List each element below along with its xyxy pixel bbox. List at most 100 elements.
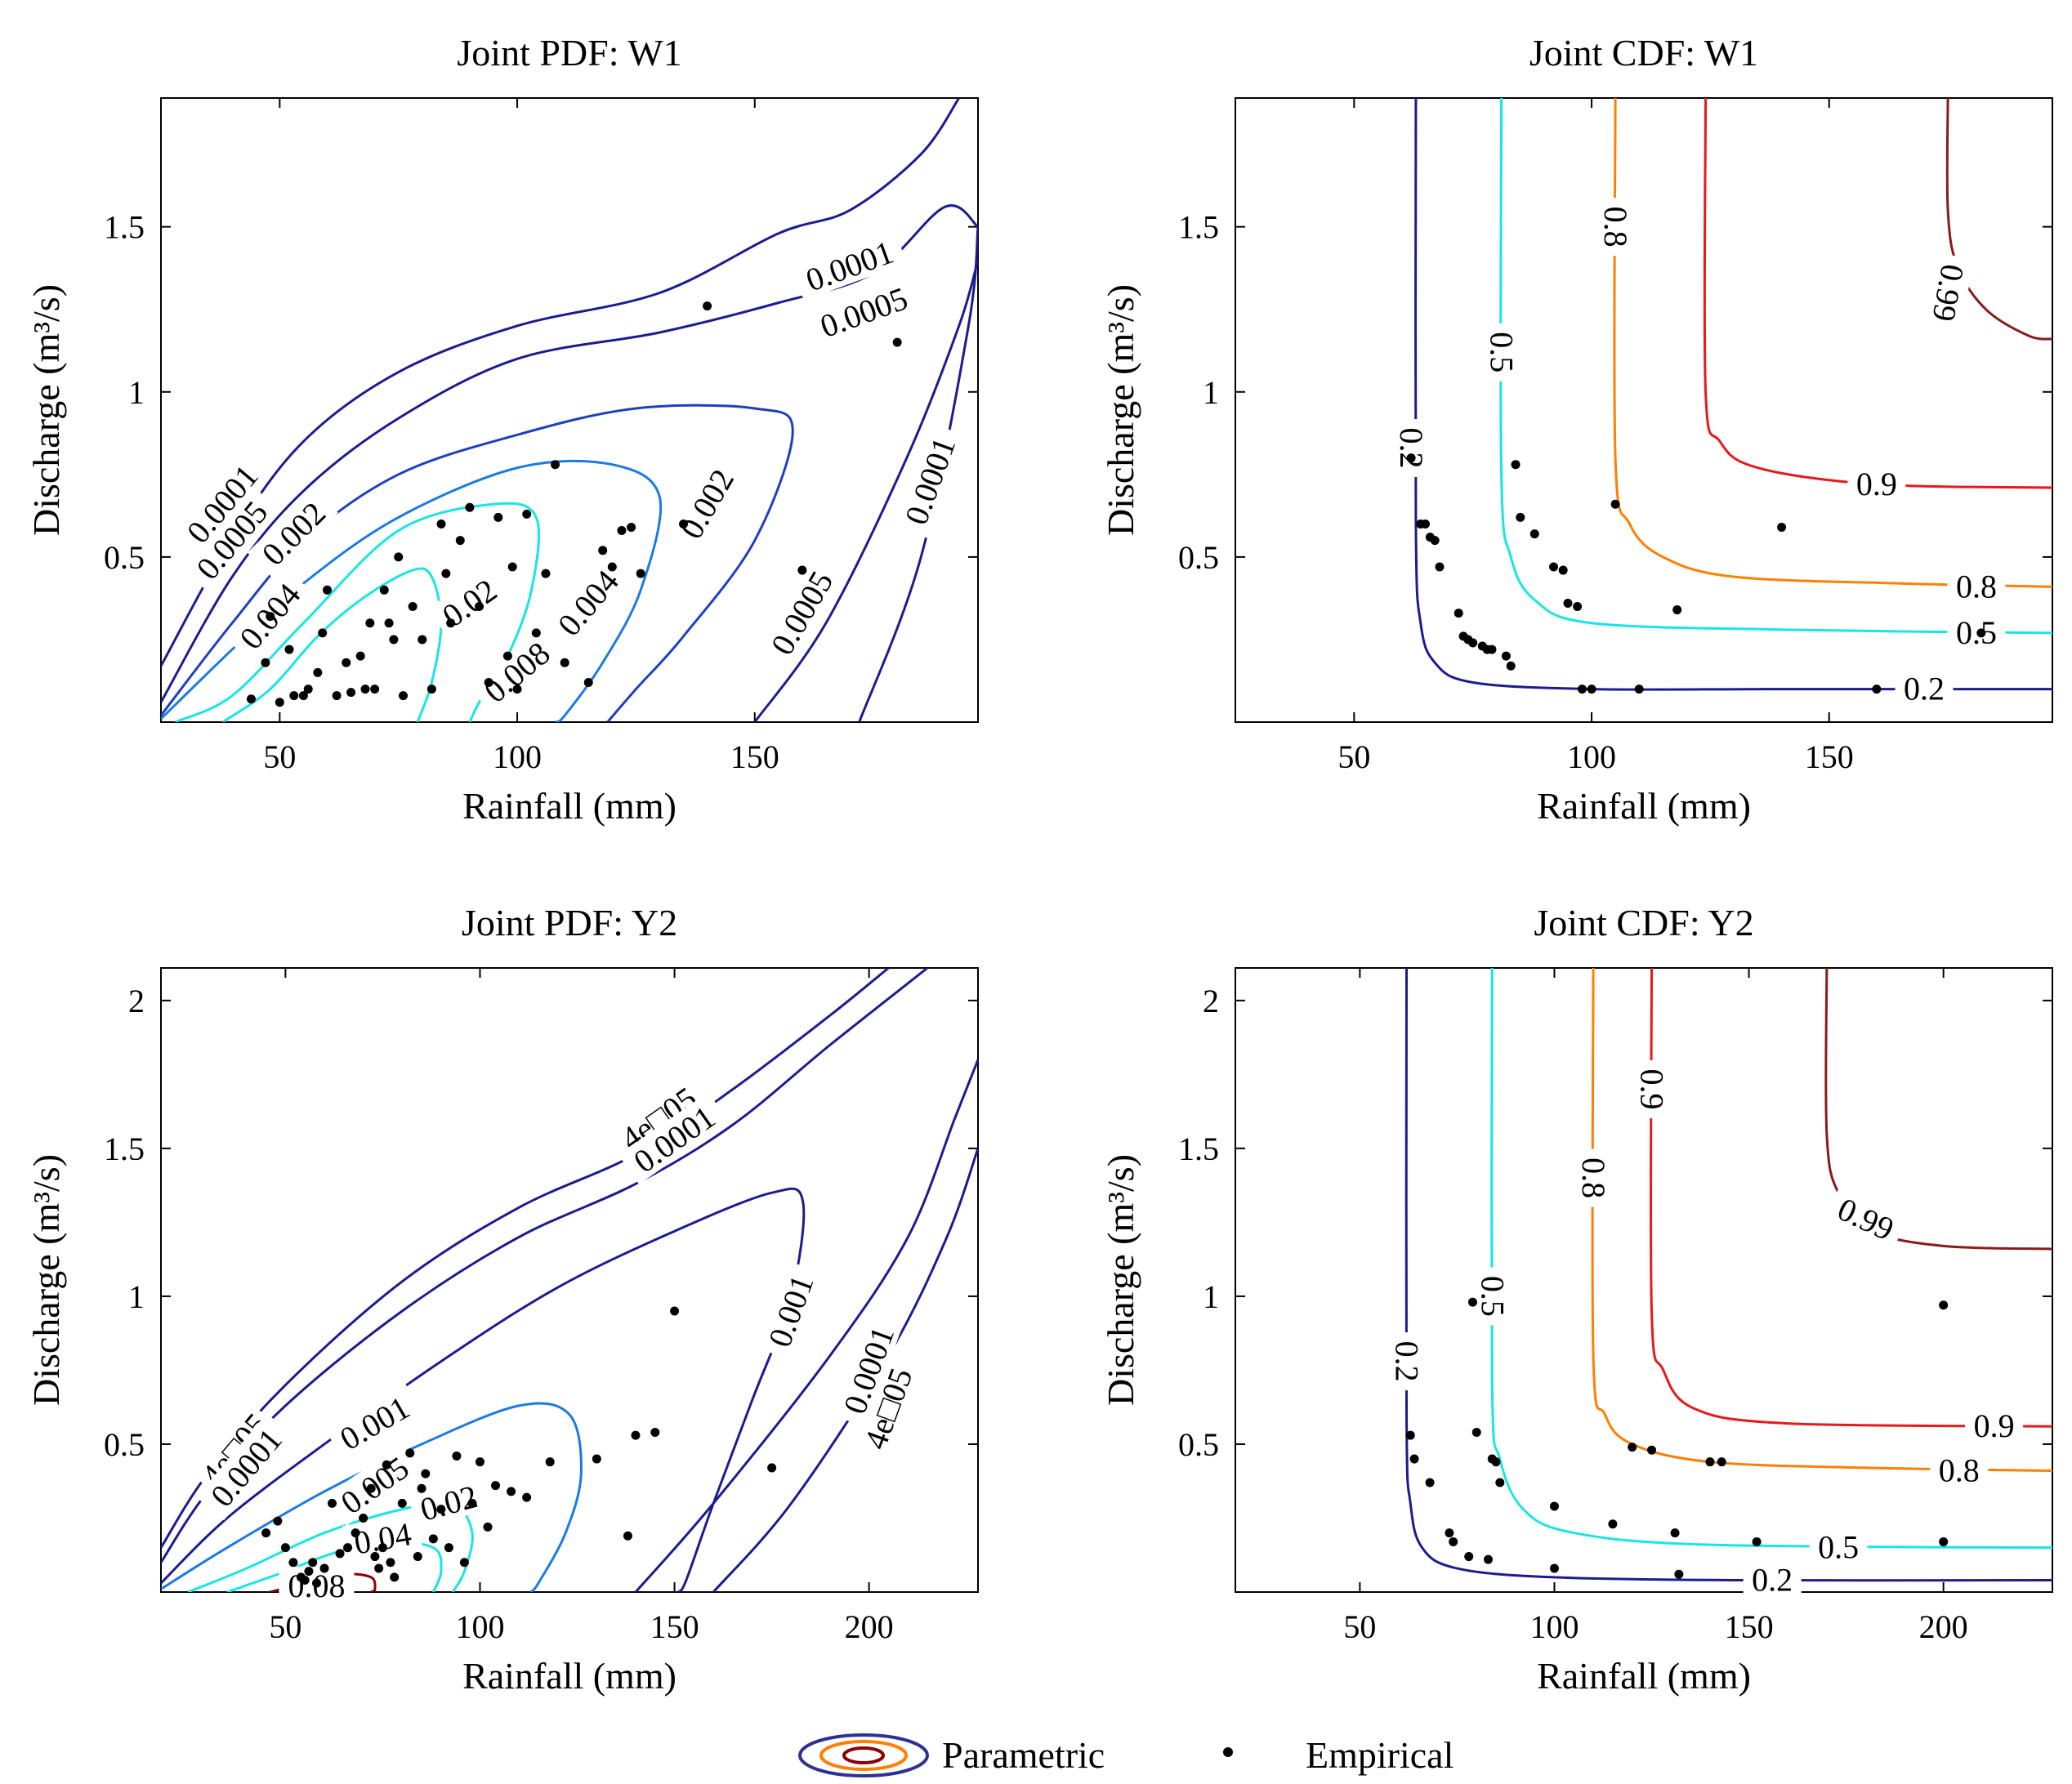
contour-label-text: 0.0005 bbox=[763, 564, 840, 661]
empirical-point bbox=[335, 1549, 345, 1559]
empirical-point bbox=[298, 691, 308, 701]
empirical-point bbox=[1516, 512, 1525, 522]
empirical-point bbox=[1577, 685, 1587, 694]
x-tick-label: 100 bbox=[1529, 1608, 1579, 1645]
contour-label-bg bbox=[757, 1260, 823, 1360]
contour-label-text: 0.9 bbox=[1974, 1407, 2015, 1444]
contour-label-bg bbox=[791, 229, 907, 301]
empirical-point bbox=[797, 565, 807, 575]
empirical-point bbox=[246, 694, 256, 704]
empirical-point bbox=[592, 1454, 601, 1464]
empirical-point bbox=[583, 677, 593, 687]
chart-cdf-y2: Joint CDF: Y2 50 100 150 200 0.5 1 1.5 2 Rainfall… bbox=[1100, 902, 2053, 1697]
empirical-point bbox=[332, 691, 342, 701]
empirical-point bbox=[1409, 1454, 1419, 1464]
empirical-point bbox=[1777, 523, 1787, 533]
contour-label-text: 0.2 bbox=[1389, 1341, 1426, 1382]
empirical-point bbox=[531, 628, 541, 638]
contour-label-bg bbox=[181, 485, 280, 593]
contour-label: 0.2 bbox=[1389, 1332, 1427, 1391]
contour-label: 0.0001 bbox=[893, 422, 965, 538]
contour-label-bg bbox=[342, 1513, 423, 1562]
contour-label-bg bbox=[196, 1413, 295, 1521]
empirical-point bbox=[322, 585, 332, 595]
y-tick-label: 1.5 bbox=[1178, 209, 1219, 246]
empirical-point bbox=[436, 519, 446, 529]
empirical-point bbox=[560, 658, 569, 667]
empirical-points bbox=[246, 301, 902, 707]
contour-label-text: 0.001 bbox=[761, 1270, 820, 1352]
contour-label-text: 0.9 bbox=[1634, 1068, 1671, 1109]
contour-label-bg bbox=[190, 1402, 278, 1496]
x-tick-label: 150 bbox=[1805, 738, 1854, 775]
empirical-point bbox=[1454, 609, 1463, 618]
contour-label-text: 0.8 bbox=[1956, 568, 1997, 604]
empirical-point bbox=[289, 691, 299, 701]
contour-label-bg bbox=[324, 1383, 423, 1461]
empirical-point bbox=[343, 1543, 353, 1553]
empirical-point bbox=[1495, 1478, 1505, 1487]
x-tick-label: 200 bbox=[845, 1608, 894, 1645]
contour-label-bg bbox=[407, 1474, 489, 1529]
empirical-point bbox=[1445, 1528, 1454, 1538]
contour-label-bg bbox=[832, 1312, 904, 1428]
contour-label-bg bbox=[543, 555, 631, 649]
contour-labels: 0.2 0.5 0.8 0.9 0.99 0.9 0.8 0.5 0.2 bbox=[1389, 1059, 2024, 1599]
contour-label-bg bbox=[1947, 613, 2006, 649]
empirical-point bbox=[351, 1528, 360, 1538]
x-tick-label: 150 bbox=[650, 1608, 699, 1645]
contour-label: 0.2 bbox=[1895, 669, 1954, 707]
empirical-point bbox=[1511, 460, 1521, 470]
contour-lines bbox=[161, 968, 978, 1592]
empirical-point bbox=[627, 523, 636, 533]
plot-frame bbox=[1235, 97, 2053, 723]
empirical-point bbox=[374, 1563, 384, 1573]
empirical-point bbox=[418, 635, 427, 644]
empirical-point bbox=[382, 1460, 391, 1470]
chart-title: Joint CDF: W1 bbox=[1529, 32, 1758, 74]
contour-label: 0.5 bbox=[1809, 1528, 1868, 1566]
x-tick-label: 150 bbox=[1725, 1608, 1774, 1645]
chart-title: Joint PDF: W1 bbox=[457, 32, 681, 74]
y-tick-label: 0.5 bbox=[1178, 1426, 1219, 1463]
contour-label: 0.2 bbox=[1743, 1560, 1802, 1599]
empirical-point bbox=[389, 635, 399, 644]
empirical-point bbox=[493, 512, 503, 522]
x-tick-label: 50 bbox=[1343, 1608, 1376, 1645]
empirical-point bbox=[1558, 565, 1568, 575]
contour-label: 0.8 bbox=[1575, 1148, 1614, 1207]
empirical-point bbox=[384, 618, 394, 628]
contour-line bbox=[1499, 98, 2052, 635]
empirical-point bbox=[1529, 529, 1539, 539]
empirical-point bbox=[399, 691, 409, 701]
contour-label: 0.8 bbox=[1947, 567, 2006, 604]
contour-line bbox=[1703, 98, 2052, 489]
empirical-point bbox=[311, 1578, 321, 1588]
empirical-point bbox=[507, 1487, 516, 1496]
plot-frame bbox=[160, 97, 979, 723]
empirical-point bbox=[261, 658, 270, 667]
contour-label-bg bbox=[893, 422, 965, 538]
empirical-point bbox=[1563, 598, 1573, 608]
empirical-point bbox=[426, 685, 436, 694]
empirical-point bbox=[475, 602, 485, 612]
contour-label: 0.8 bbox=[1930, 1451, 1989, 1489]
contour-label: 0.5 bbox=[1947, 613, 2006, 651]
x-tick-label: 100 bbox=[455, 1608, 504, 1645]
empirical-point bbox=[631, 1430, 641, 1440]
chart-title: Joint PDF: Y2 bbox=[462, 902, 677, 943]
contour-label-text: 0.2 bbox=[1752, 1562, 1793, 1599]
empirical-point bbox=[483, 1522, 493, 1532]
contour-line bbox=[1613, 98, 2052, 588]
x-tick-label: 50 bbox=[1337, 738, 1370, 775]
empirical-points bbox=[261, 1306, 777, 1588]
empirical-point bbox=[465, 502, 475, 512]
contour-label-bg bbox=[1895, 669, 1954, 706]
empirical-point bbox=[551, 460, 560, 470]
contour-label-text: 0.5 bbox=[1818, 1529, 1859, 1566]
contour-label: 0.2 bbox=[1393, 418, 1431, 477]
empirical-point bbox=[1549, 562, 1559, 572]
empirical-point bbox=[1872, 685, 1882, 694]
empirical-point bbox=[1484, 1554, 1494, 1564]
